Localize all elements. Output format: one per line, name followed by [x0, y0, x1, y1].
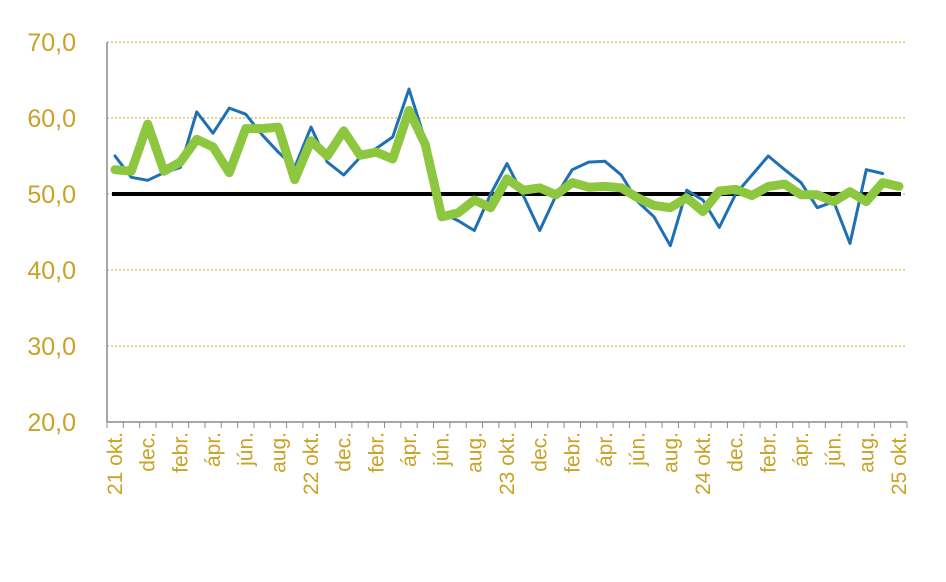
x-tick-label: febr. [169, 432, 192, 473]
x-tick-label: dec. [333, 432, 356, 472]
x-tick-label: febr. [757, 432, 780, 473]
y-axis-tick-labels: 20,0 30,0 40,0 50,0 60,0 70,0 [27, 29, 76, 437]
x-tick-label: aug. [267, 432, 290, 473]
x-tick-label: dec. [529, 432, 552, 472]
y-tick-label: 60,0 [27, 105, 76, 133]
x-tick-label: jún. [823, 432, 846, 467]
series-lines [110, 87, 904, 248]
x-axis-tick-marks [106, 422, 908, 428]
x-tick-label: febr. [365, 432, 388, 473]
y-tick-label: 50,0 [27, 181, 76, 209]
x-tick-label: aug. [855, 432, 878, 473]
x-tick-label: jún. [627, 432, 650, 467]
x-tick-label: ápr. [594, 432, 617, 467]
x-tick-label: ápr. [398, 432, 421, 467]
x-tick-label: 22 okt. [300, 432, 323, 495]
x-tick-label: 23 okt. [496, 432, 519, 495]
x-tick-label: 21 okt. [104, 432, 127, 495]
series-line-blue [113, 87, 885, 248]
x-axis-tick-labels: 21 okt. dec. febr. ápr. jún. aug. 22 okt. dec. f… [104, 432, 911, 495]
x-tick-label: 24 okt. [692, 432, 715, 495]
x-tick-label: jún. [235, 432, 258, 467]
y-tick-label: 70,0 [27, 29, 76, 57]
x-tick-label: jún. [431, 432, 454, 467]
x-tick-label: 25 okt. [888, 432, 911, 495]
y-tick-label: 40,0 [27, 257, 76, 285]
x-tick-label: dec. [725, 432, 748, 472]
x-tick-label: febr. [561, 432, 584, 473]
x-tick-label: aug. [659, 432, 682, 473]
series-line-green [110, 105, 904, 222]
y-tick-label: 20,0 [27, 409, 76, 437]
x-tick-label: aug. [463, 432, 486, 473]
y-tick-label: 30,0 [27, 333, 76, 361]
x-tick-label: dec. [137, 432, 160, 472]
x-tick-label: ápr. [790, 432, 813, 467]
x-tick-label: ápr. [202, 432, 225, 467]
